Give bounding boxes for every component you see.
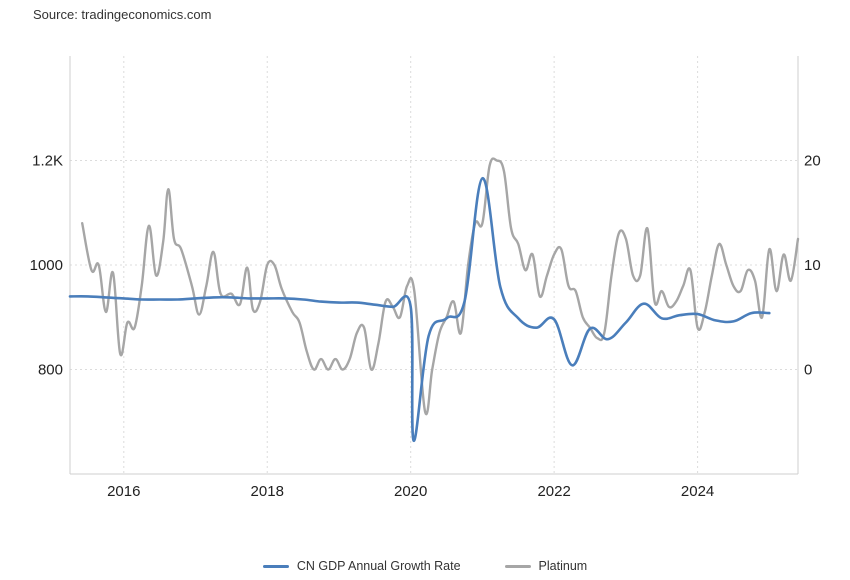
platinum-series-line — [81, 157, 800, 416]
chart-tick-labels: 2016 2018 2020 2022 2024 800 1000 1.2K 0 10 20 — [30, 153, 821, 501]
x-tick-label-2024: 2024 — [681, 483, 714, 500]
legend-swatch-gdp — [262, 564, 289, 568]
x-tick-label-2018: 2018 — [251, 483, 284, 500]
legend-item-platinum[interactable]: Platinum — [504, 559, 588, 573]
chart-series — [68, 157, 800, 442]
x-tick-label-2016: 2016 — [107, 483, 140, 500]
left-tick-label-1: 1000 — [30, 257, 63, 274]
x-tick-label-2022: 2022 — [537, 483, 570, 500]
x-tick-label-2020: 2020 — [394, 483, 427, 500]
right-tick-label-0: 0 — [804, 362, 812, 379]
legend-swatch-platinum — [504, 564, 531, 568]
source-label: Source: tradingeconomics.com — [33, 7, 212, 22]
right-tick-label-1: 10 — [804, 257, 821, 274]
chart-grid — [70, 56, 798, 474]
chart-axes — [69, 56, 799, 475]
legend-label-gdp: CN GDP Annual Growth Rate — [296, 559, 461, 573]
left-tick-label-0: 800 — [38, 362, 63, 379]
chart-legend: CN GDP Annual Growth Rate Platinum — [0, 559, 850, 573]
gdp-series-line — [68, 176, 771, 442]
legend-item-gdp[interactable]: CN GDP Annual Growth Rate — [262, 559, 461, 573]
left-tick-label-2: 1.2K — [32, 153, 63, 170]
legend-label-platinum: Platinum — [538, 559, 588, 573]
right-tick-label-2: 20 — [804, 153, 821, 170]
